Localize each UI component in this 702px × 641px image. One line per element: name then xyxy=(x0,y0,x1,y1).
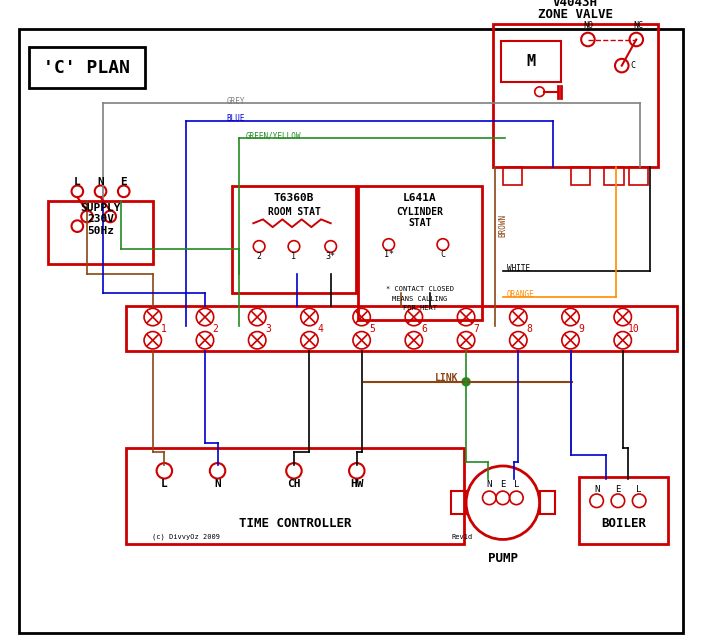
Circle shape xyxy=(614,331,631,349)
Text: 230V: 230V xyxy=(87,214,114,224)
Text: C: C xyxy=(631,61,636,70)
Circle shape xyxy=(300,308,318,326)
Text: E: E xyxy=(615,485,621,494)
Text: NO: NO xyxy=(583,21,593,31)
Text: MEANS CALLING: MEANS CALLING xyxy=(392,296,447,302)
Bar xyxy=(501,42,561,82)
Bar xyxy=(628,167,648,185)
Circle shape xyxy=(562,331,579,349)
Text: LINK: LINK xyxy=(435,373,458,383)
Text: M: M xyxy=(526,54,536,69)
Text: PUMP: PUMP xyxy=(488,553,518,565)
Text: 1*: 1* xyxy=(384,250,394,259)
Text: L: L xyxy=(514,480,519,489)
Text: 1: 1 xyxy=(291,252,296,261)
Text: NC: NC xyxy=(633,21,643,31)
Text: ORANGE: ORANGE xyxy=(507,290,534,299)
Circle shape xyxy=(144,308,161,326)
Text: L: L xyxy=(74,177,81,187)
Circle shape xyxy=(249,308,266,326)
Text: 8: 8 xyxy=(526,324,532,334)
Bar xyxy=(48,201,153,264)
Text: N: N xyxy=(97,177,104,187)
Bar xyxy=(503,167,522,185)
Text: WHITE: WHITE xyxy=(507,264,530,273)
Circle shape xyxy=(249,331,266,349)
Bar xyxy=(232,187,356,293)
Text: 3: 3 xyxy=(265,324,271,334)
Text: L: L xyxy=(161,479,168,489)
Circle shape xyxy=(300,331,318,349)
Bar xyxy=(493,24,658,167)
Text: Rev1d: Rev1d xyxy=(451,533,473,540)
Text: GREEN/YELLOW: GREEN/YELLOW xyxy=(246,131,301,141)
Bar xyxy=(451,491,466,514)
Text: 'C' PLAN: 'C' PLAN xyxy=(44,58,131,76)
Text: L641A: L641A xyxy=(403,193,437,203)
Text: V4043H: V4043H xyxy=(553,0,598,9)
Text: N: N xyxy=(214,479,221,489)
Circle shape xyxy=(458,331,475,349)
Text: CYLINDER: CYLINDER xyxy=(396,206,443,217)
Text: TIME CONTROLLER: TIME CONTROLLER xyxy=(239,517,351,529)
Text: 2: 2 xyxy=(257,252,262,261)
Circle shape xyxy=(353,308,371,326)
Bar xyxy=(540,491,555,514)
Text: 2: 2 xyxy=(213,324,218,334)
Bar xyxy=(579,477,668,544)
Text: ZONE VALVE: ZONE VALVE xyxy=(538,8,613,21)
Text: 10: 10 xyxy=(628,324,640,334)
Text: HW: HW xyxy=(350,479,364,489)
Text: E: E xyxy=(500,480,505,489)
Text: BLUE: BLUE xyxy=(226,114,245,123)
Circle shape xyxy=(353,331,371,349)
Circle shape xyxy=(562,308,579,326)
Circle shape xyxy=(405,308,423,326)
Bar xyxy=(571,167,590,185)
Text: 7: 7 xyxy=(474,324,479,334)
Text: (c) DivvyOz 2009: (c) DivvyOz 2009 xyxy=(152,533,220,540)
Text: * CONTACT CLOSED: * CONTACT CLOSED xyxy=(385,286,453,292)
Text: 50Hz: 50Hz xyxy=(87,226,114,236)
Circle shape xyxy=(462,378,470,386)
Circle shape xyxy=(197,331,213,349)
Circle shape xyxy=(510,331,527,349)
Text: FOR HEAT: FOR HEAT xyxy=(403,305,437,312)
Text: 1: 1 xyxy=(161,324,166,334)
Text: CH: CH xyxy=(287,479,300,489)
Text: 9: 9 xyxy=(578,324,584,334)
Text: SUPPLY: SUPPLY xyxy=(80,203,121,213)
Text: ROOM STAT: ROOM STAT xyxy=(267,206,320,217)
Circle shape xyxy=(405,331,423,349)
Text: 5: 5 xyxy=(369,324,375,334)
Text: 4: 4 xyxy=(317,324,323,334)
Text: L: L xyxy=(637,485,642,494)
Text: BROWN: BROWN xyxy=(498,213,507,237)
Bar xyxy=(29,47,145,88)
Text: STAT: STAT xyxy=(408,218,432,228)
Text: N: N xyxy=(594,485,600,494)
Circle shape xyxy=(144,331,161,349)
Text: 6: 6 xyxy=(422,324,428,334)
Circle shape xyxy=(458,308,475,326)
Text: T6360B: T6360B xyxy=(274,193,314,203)
Text: BOILER: BOILER xyxy=(601,517,647,529)
Circle shape xyxy=(197,308,213,326)
Bar xyxy=(126,306,677,351)
Text: 3*: 3* xyxy=(326,252,336,261)
Bar xyxy=(126,447,464,544)
Bar xyxy=(358,187,482,320)
Bar xyxy=(604,167,623,185)
Text: C: C xyxy=(440,250,445,259)
Text: GREY: GREY xyxy=(226,97,245,106)
Text: E: E xyxy=(120,177,127,187)
Text: N: N xyxy=(486,480,492,489)
Circle shape xyxy=(510,308,527,326)
Circle shape xyxy=(614,308,631,326)
